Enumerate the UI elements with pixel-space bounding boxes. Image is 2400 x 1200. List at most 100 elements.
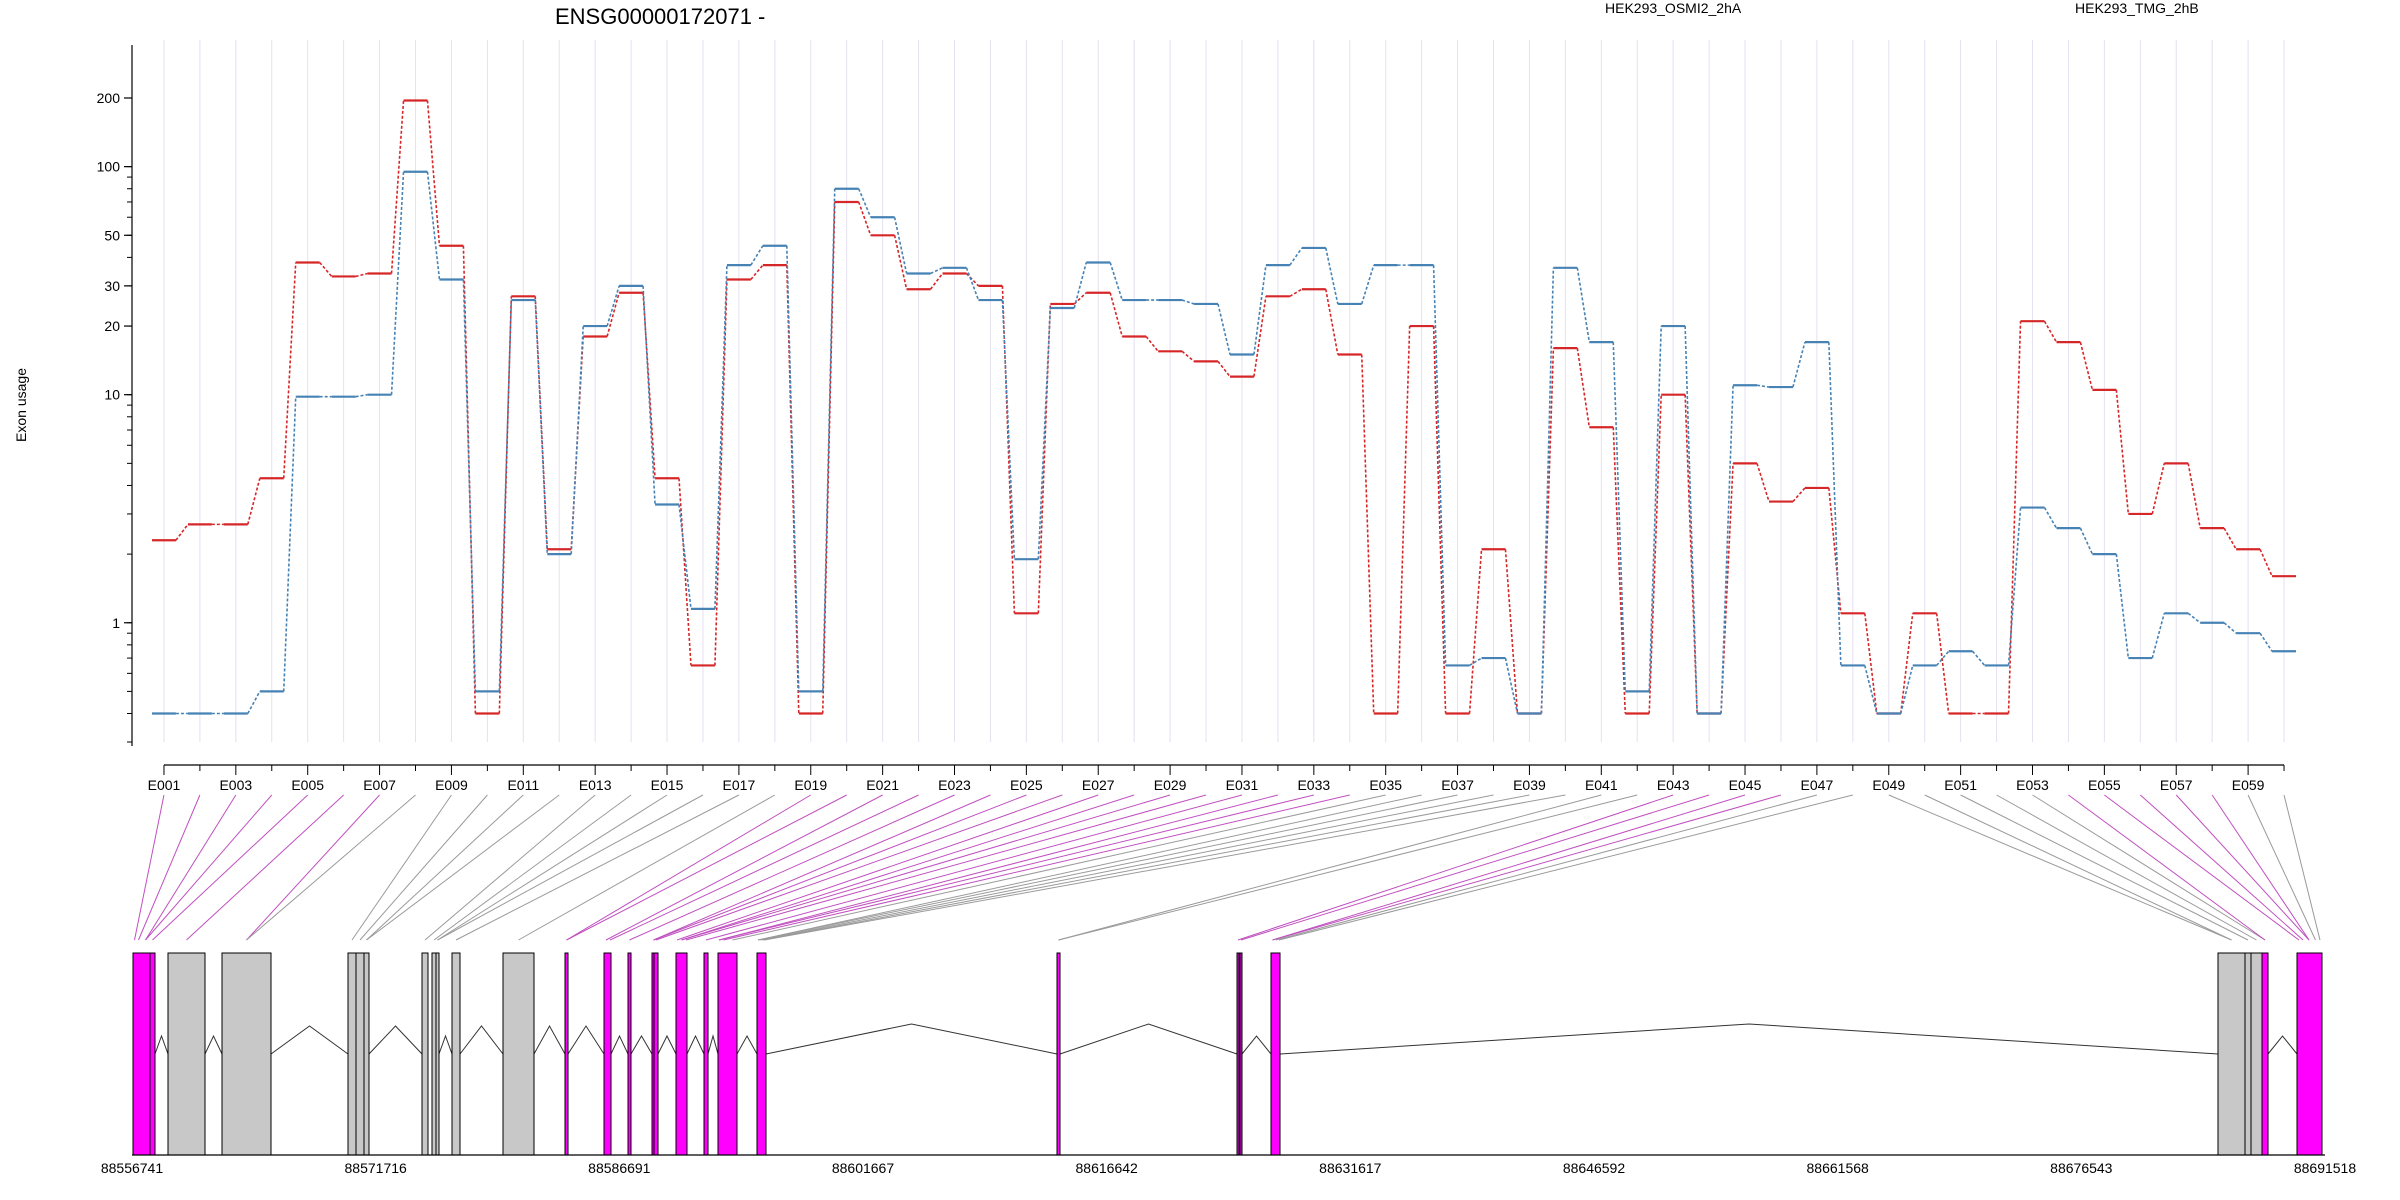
- y-axis-label: Exon usage: [13, 368, 29, 442]
- series-connector: [2007, 507, 2022, 666]
- genomic-tick-label: 88646592: [1563, 1160, 1626, 1176]
- x-tick-label: E023: [938, 777, 971, 793]
- exon-link: [518, 794, 776, 941]
- exon-box: [2217, 952, 2246, 1156]
- series-connector: [1217, 303, 1231, 355]
- exon-link: [732, 794, 1386, 941]
- x-tick-label: E059: [2232, 777, 2265, 793]
- exon-link: [1996, 794, 2257, 941]
- series-connector: [2259, 632, 2273, 652]
- exon-link: [437, 794, 704, 941]
- genomic-tick-label: 88631617: [1319, 1160, 1382, 1176]
- series-connector: [1756, 463, 1770, 502]
- series-connector: [1648, 326, 1662, 692]
- exon-link: [653, 794, 991, 941]
- series-connector: [786, 245, 800, 692]
- exon-box: [627, 952, 632, 1156]
- series-connector: [1001, 300, 1016, 560]
- intron: [610, 1034, 629, 1055]
- series-connector: [247, 478, 261, 525]
- x-tick-label: E037: [1441, 777, 1474, 793]
- series-connector: [750, 264, 764, 281]
- intron: [686, 1034, 705, 1055]
- series-connector: [282, 396, 297, 692]
- series-connector: [1540, 348, 1555, 714]
- intron: [204, 1034, 223, 1055]
- exon-link: [566, 794, 812, 941]
- series-connector: [1109, 262, 1123, 301]
- exon-box: [451, 952, 461, 1156]
- series-connector: [426, 171, 441, 280]
- series-connector: [2259, 548, 2273, 577]
- exon-link: [2283, 794, 2321, 941]
- x-tick-label: E057: [2160, 777, 2193, 793]
- usage-lines: [152, 99, 2296, 715]
- series-connector: [1325, 289, 1339, 355]
- series-connector: [821, 201, 836, 714]
- gene-model: [132, 952, 2325, 1156]
- series-connector: [1073, 262, 1088, 309]
- exon-box: [355, 952, 365, 1156]
- x-tick-label: E029: [1154, 777, 1187, 793]
- exon-box: [756, 952, 767, 1156]
- exon-box: [132, 952, 151, 1156]
- series-connector: [1792, 341, 1806, 388]
- x-tick-label: E047: [1801, 777, 1834, 793]
- series-connector: [1037, 307, 1052, 560]
- intron: [567, 1025, 605, 1055]
- series-connector: [930, 267, 943, 275]
- series-connector: [1109, 292, 1123, 337]
- exon-box: [2250, 952, 2263, 1156]
- exon-link: [2139, 794, 2304, 941]
- series-connector: [1217, 360, 1231, 378]
- exon-link: [2104, 794, 2300, 941]
- y-tick-label: 100: [97, 159, 121, 175]
- series-connector: [642, 285, 656, 505]
- intron: [1059, 1023, 1238, 1055]
- series-connector: [1289, 288, 1303, 298]
- series-connector: [1828, 487, 1842, 614]
- x-tick-label: E013: [579, 777, 612, 793]
- series-connector: [714, 265, 728, 609]
- exon-box: [502, 952, 535, 1156]
- x-tick-label: E041: [1585, 777, 1618, 793]
- series-connector: [390, 100, 405, 274]
- series-connector: [857, 188, 872, 218]
- exon-link: [1272, 794, 1782, 941]
- series-connector: [426, 100, 441, 246]
- genomic-tick-label: 88601667: [832, 1160, 895, 1176]
- exon-box: [431, 952, 437, 1156]
- exon-link: [366, 794, 560, 941]
- x-tick-label: E021: [866, 777, 899, 793]
- x-tick-label: E007: [363, 777, 396, 793]
- legend-series-osmi: HEK293_OSMI2_2hA: [1605, 0, 1742, 16]
- exon-box: [1239, 952, 1243, 1156]
- exon-link: [655, 794, 1063, 941]
- series-connector: [2223, 622, 2237, 634]
- series-line: [152, 170, 2296, 715]
- intron: [707, 1034, 719, 1055]
- series-connector: [1360, 354, 1375, 714]
- series-connector: [2223, 527, 2237, 550]
- x-tick-label: E039: [1513, 777, 1546, 793]
- x-tick-label: E015: [651, 777, 684, 793]
- exon-box: [221, 952, 272, 1156]
- exon-link: [676, 794, 1099, 941]
- series-connector: [1971, 650, 1986, 666]
- series-connector: [355, 272, 368, 278]
- series-connector: [893, 235, 908, 290]
- intron: [459, 1025, 504, 1055]
- exon-link: [760, 794, 1494, 941]
- series-connector: [1468, 549, 1483, 714]
- series-connector: [2115, 554, 2130, 659]
- genomic-tick-label: 88586691: [588, 1160, 651, 1176]
- series-connector: [1469, 657, 1482, 667]
- exon-link: [2247, 794, 2316, 941]
- exon-link: [1960, 794, 2249, 941]
- exon-axis: E001 E003 E005 E007 E009 E011 E013 E015 E017 E019…: [148, 764, 2285, 793]
- series-connector: [678, 478, 692, 666]
- legend-series-tmg: HEK293_TMG_2hB: [2075, 0, 2199, 16]
- intron: [533, 1024, 566, 1055]
- intron: [2267, 1035, 2298, 1055]
